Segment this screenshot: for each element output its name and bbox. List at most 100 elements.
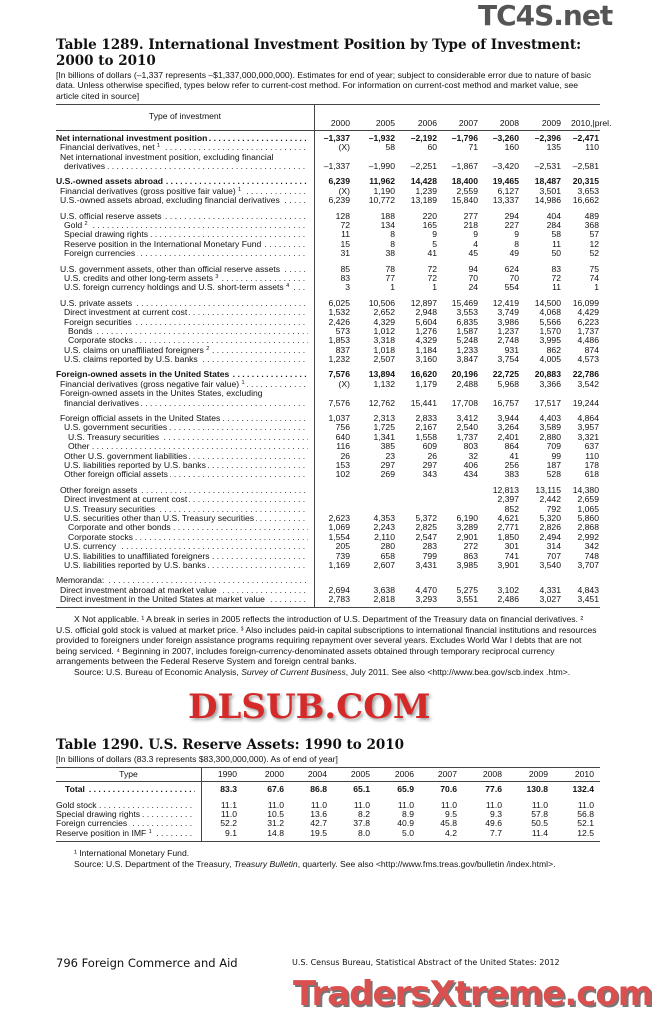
cell-value: –1,867 [451, 161, 478, 172]
table-row: Special drawing rights 11.0 10.5 13.6 8.2 8.9… [56, 808, 600, 819]
row-label: Gold 2 [64, 221, 308, 230]
cell-value: 1,558 [415, 431, 437, 442]
column-header-year: 2005 [375, 117, 395, 128]
cell-value: 2,442 [539, 494, 561, 505]
cell-value: 52.1 [577, 818, 594, 829]
cell-value: 4,470 [415, 584, 437, 595]
cell-value: 2,623 [328, 512, 350, 523]
cell-value: 13,337 [492, 195, 519, 206]
cell-value: 134 [380, 220, 395, 231]
cell-value: 434 [463, 469, 478, 480]
cell-value: 5,248 [456, 335, 478, 346]
page-number-section: 796 Foreign Commerce and Aid [56, 956, 238, 970]
cell-value: 6,239 [328, 195, 350, 206]
cell-value: 280 [380, 541, 395, 552]
cell-value: 4,573 [577, 354, 599, 365]
cell-value: 38 [385, 248, 395, 259]
cell-value: 12.5 [577, 827, 594, 838]
table-row: Financial derivatives, net 1 (X) 58 60 71 160… [56, 142, 600, 153]
cell-value: 52 [589, 248, 599, 259]
source-note: Source: U.S. Department of the Treasury,… [74, 858, 556, 869]
cell-value: 4,005 [539, 354, 561, 365]
cell-value: 9.1 [225, 827, 237, 838]
cell-value: 5 [432, 238, 437, 249]
row-label: Other U.S. government liabilities [64, 451, 308, 461]
cell-value: 110 [585, 450, 599, 461]
cell-value: –2,581 [572, 161, 599, 172]
cell-value: 2,825 [415, 522, 437, 533]
cell-value: 283 [422, 541, 437, 552]
table-row: Foreign currencies 52.2 31.2 42.7 37.8 40.9 45… [56, 818, 600, 829]
cell-value: 11.0 [440, 799, 457, 810]
cell-value: 2,659 [577, 494, 599, 505]
cell-value: 15,840 [451, 195, 478, 206]
table-1290-title: Table 1290. U.S. Reserve Assets: 1990 to… [56, 736, 405, 753]
cell-value: 2,607 [373, 559, 395, 570]
cell-value: 19.5 [310, 827, 327, 838]
table-row: Reserve position in IMF 1 9.1 14.8 19.5 8.0 5… [56, 827, 600, 838]
cell-value: 5,860 [577, 512, 599, 523]
cell-value: 31 [340, 248, 350, 259]
row-label: U.S. private assets [60, 298, 308, 308]
cell-value: 3,707 [577, 559, 599, 570]
cell-value: 406 [463, 460, 478, 470]
cell-value: 1,532 [328, 307, 350, 318]
cell-value: 709 [546, 441, 561, 452]
cell-value: 1,737 [456, 431, 478, 442]
column-header-year: 2006 [417, 117, 437, 128]
cell-value: 9.3 [490, 808, 502, 819]
cell-value: 10,506 [368, 297, 395, 308]
cell-value: 8 [390, 229, 395, 240]
cell-value: 3,749 [497, 307, 519, 318]
cell-value: 864 [504, 441, 519, 452]
cell-value: 277 [463, 210, 478, 221]
table-row: U.S. claims on unaffiliated foreigners 2… [56, 344, 600, 355]
row-label: Gold stock [56, 800, 195, 810]
cell-value: 2,397 [497, 494, 519, 505]
cell-value: 70.6 [440, 784, 457, 795]
page-content: Table 1289. International Investment Pos… [56, 37, 611, 869]
table-row: Financial derivatives (gross negative fa… [56, 378, 600, 389]
stub-header: Type [119, 769, 138, 780]
row-label: Corporate stocks [68, 336, 308, 346]
column-header-year: 2005 [350, 769, 370, 780]
row-label: Financial derivatives (gross negative fa… [60, 379, 308, 389]
cell-value: 1,179 [415, 378, 437, 389]
cell-value: 50.5 [531, 818, 548, 829]
cell-value: –2,251 [410, 161, 437, 172]
table-row: Special drawing rights 11 8 9 9 9 58 57 [56, 229, 600, 240]
row-label: Bonds [68, 326, 308, 336]
cell-value: 1,190 [373, 185, 395, 196]
cell-value: 2,833 [415, 413, 437, 424]
cell-value: 78 [385, 263, 395, 274]
cell-value: 26 [340, 450, 350, 461]
cell-value: 489 [584, 210, 599, 221]
table-1289: Type of investment 2000 2005 2006 2007 2008 20… [56, 103, 611, 609]
cell-value: 165 [422, 220, 437, 231]
table-row: U.S. government assets, other than offic… [56, 263, 600, 274]
cell-value: 1,169 [328, 559, 350, 570]
cell-value: 75 [589, 263, 599, 274]
cell-value: 2,486 [497, 594, 519, 605]
cell-value: 863 [463, 550, 478, 561]
cell-value: 4,403 [539, 413, 561, 424]
table-row: Memoranda: [56, 576, 600, 586]
table-row: Direct investment at current cost 2,397 2,… [56, 494, 600, 505]
row-label: U.S. credits and other long-term assets … [64, 273, 308, 283]
table-1289-headnote: [In billions of dollars (–1,337 represen… [56, 70, 592, 101]
cell-value: 2,547 [415, 531, 437, 542]
cell-value: 1,853 [328, 335, 350, 346]
cell-value: 12,419 [492, 297, 519, 308]
cell-value: 3,995 [539, 335, 561, 346]
cell-value: 2,167 [415, 422, 437, 433]
cell-value: –1,990 [368, 161, 395, 172]
table-row: Total 83.3 67.6 86.8 65.1 65.9 70.6 77.6 130.8 13… [56, 784, 600, 795]
cell-value: 1 [594, 282, 599, 293]
table-row: U.S. official reserve assets 128 188 220 277… [56, 210, 600, 221]
table-row: Corporate and other bonds 1,069 2,243 2,825… [56, 522, 600, 533]
table-row: Foreign currencies 31 38 41 45 49 50 52 [56, 248, 600, 259]
cell-value: 6,239 [328, 176, 350, 187]
cell-value: 10.5 [267, 808, 284, 819]
cell-value: 1,184 [415, 344, 437, 355]
cell-value: 86.8 [310, 784, 327, 795]
